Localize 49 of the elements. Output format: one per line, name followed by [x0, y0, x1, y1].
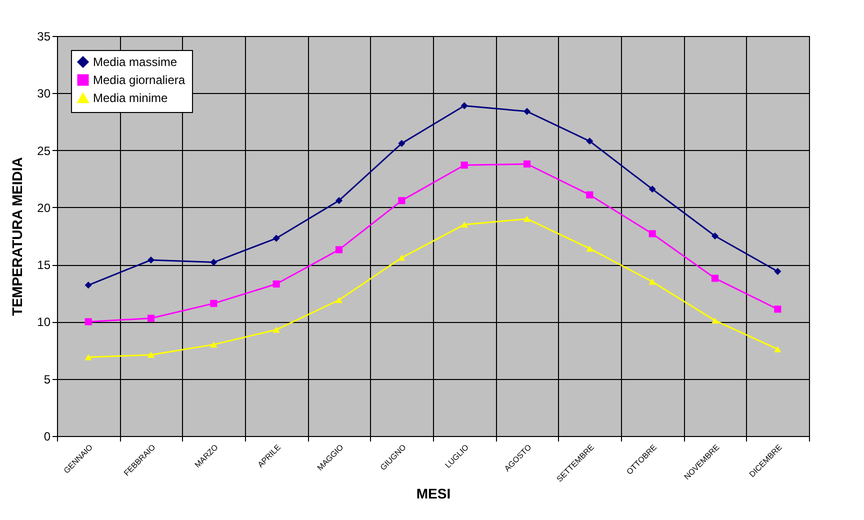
legend-label: Media minime — [93, 91, 168, 105]
point — [648, 186, 656, 193]
point — [84, 354, 92, 360]
point — [586, 138, 594, 145]
y-tick-label: 10 — [37, 315, 51, 330]
y-tick-label: 0 — [44, 430, 51, 444]
y-tick-label: 5 — [44, 372, 51, 386]
point — [147, 352, 155, 358]
point — [147, 256, 155, 264]
point — [147, 314, 155, 322]
point — [586, 191, 594, 198]
point — [210, 342, 218, 348]
point — [272, 326, 280, 333]
point — [398, 254, 406, 261]
y-tick-label: 20 — [37, 200, 51, 215]
point — [335, 296, 343, 304]
point — [272, 280, 280, 288]
point — [460, 102, 468, 110]
x-axis-title: MESI — [416, 486, 451, 502]
point — [711, 318, 719, 324]
y-tick-label: 15 — [37, 258, 51, 272]
point — [84, 282, 92, 289]
y-axis-title: TEMPERATURA MEIDIA — [9, 157, 26, 316]
point — [648, 278, 656, 285]
point — [523, 160, 531, 168]
legend-label: Media giornaliera — [93, 73, 186, 87]
point — [648, 230, 656, 238]
point — [398, 140, 406, 147]
point — [335, 246, 343, 254]
point — [774, 268, 782, 275]
point — [774, 306, 782, 313]
legend-label: Media massime — [93, 55, 178, 69]
point — [523, 108, 531, 115]
point — [272, 234, 280, 242]
point — [523, 216, 531, 222]
point — [711, 232, 719, 240]
point — [774, 346, 782, 352]
y-tick-label: 35 — [37, 30, 51, 44]
point — [210, 258, 218, 266]
y-tick-label: 30 — [37, 86, 51, 101]
point — [335, 197, 343, 204]
point — [460, 222, 468, 228]
point — [398, 197, 406, 204]
point — [84, 318, 92, 326]
y-tick-label: 25 — [37, 144, 51, 158]
point — [586, 246, 594, 252]
point — [460, 162, 468, 169]
point — [210, 300, 218, 307]
point — [711, 274, 719, 282]
